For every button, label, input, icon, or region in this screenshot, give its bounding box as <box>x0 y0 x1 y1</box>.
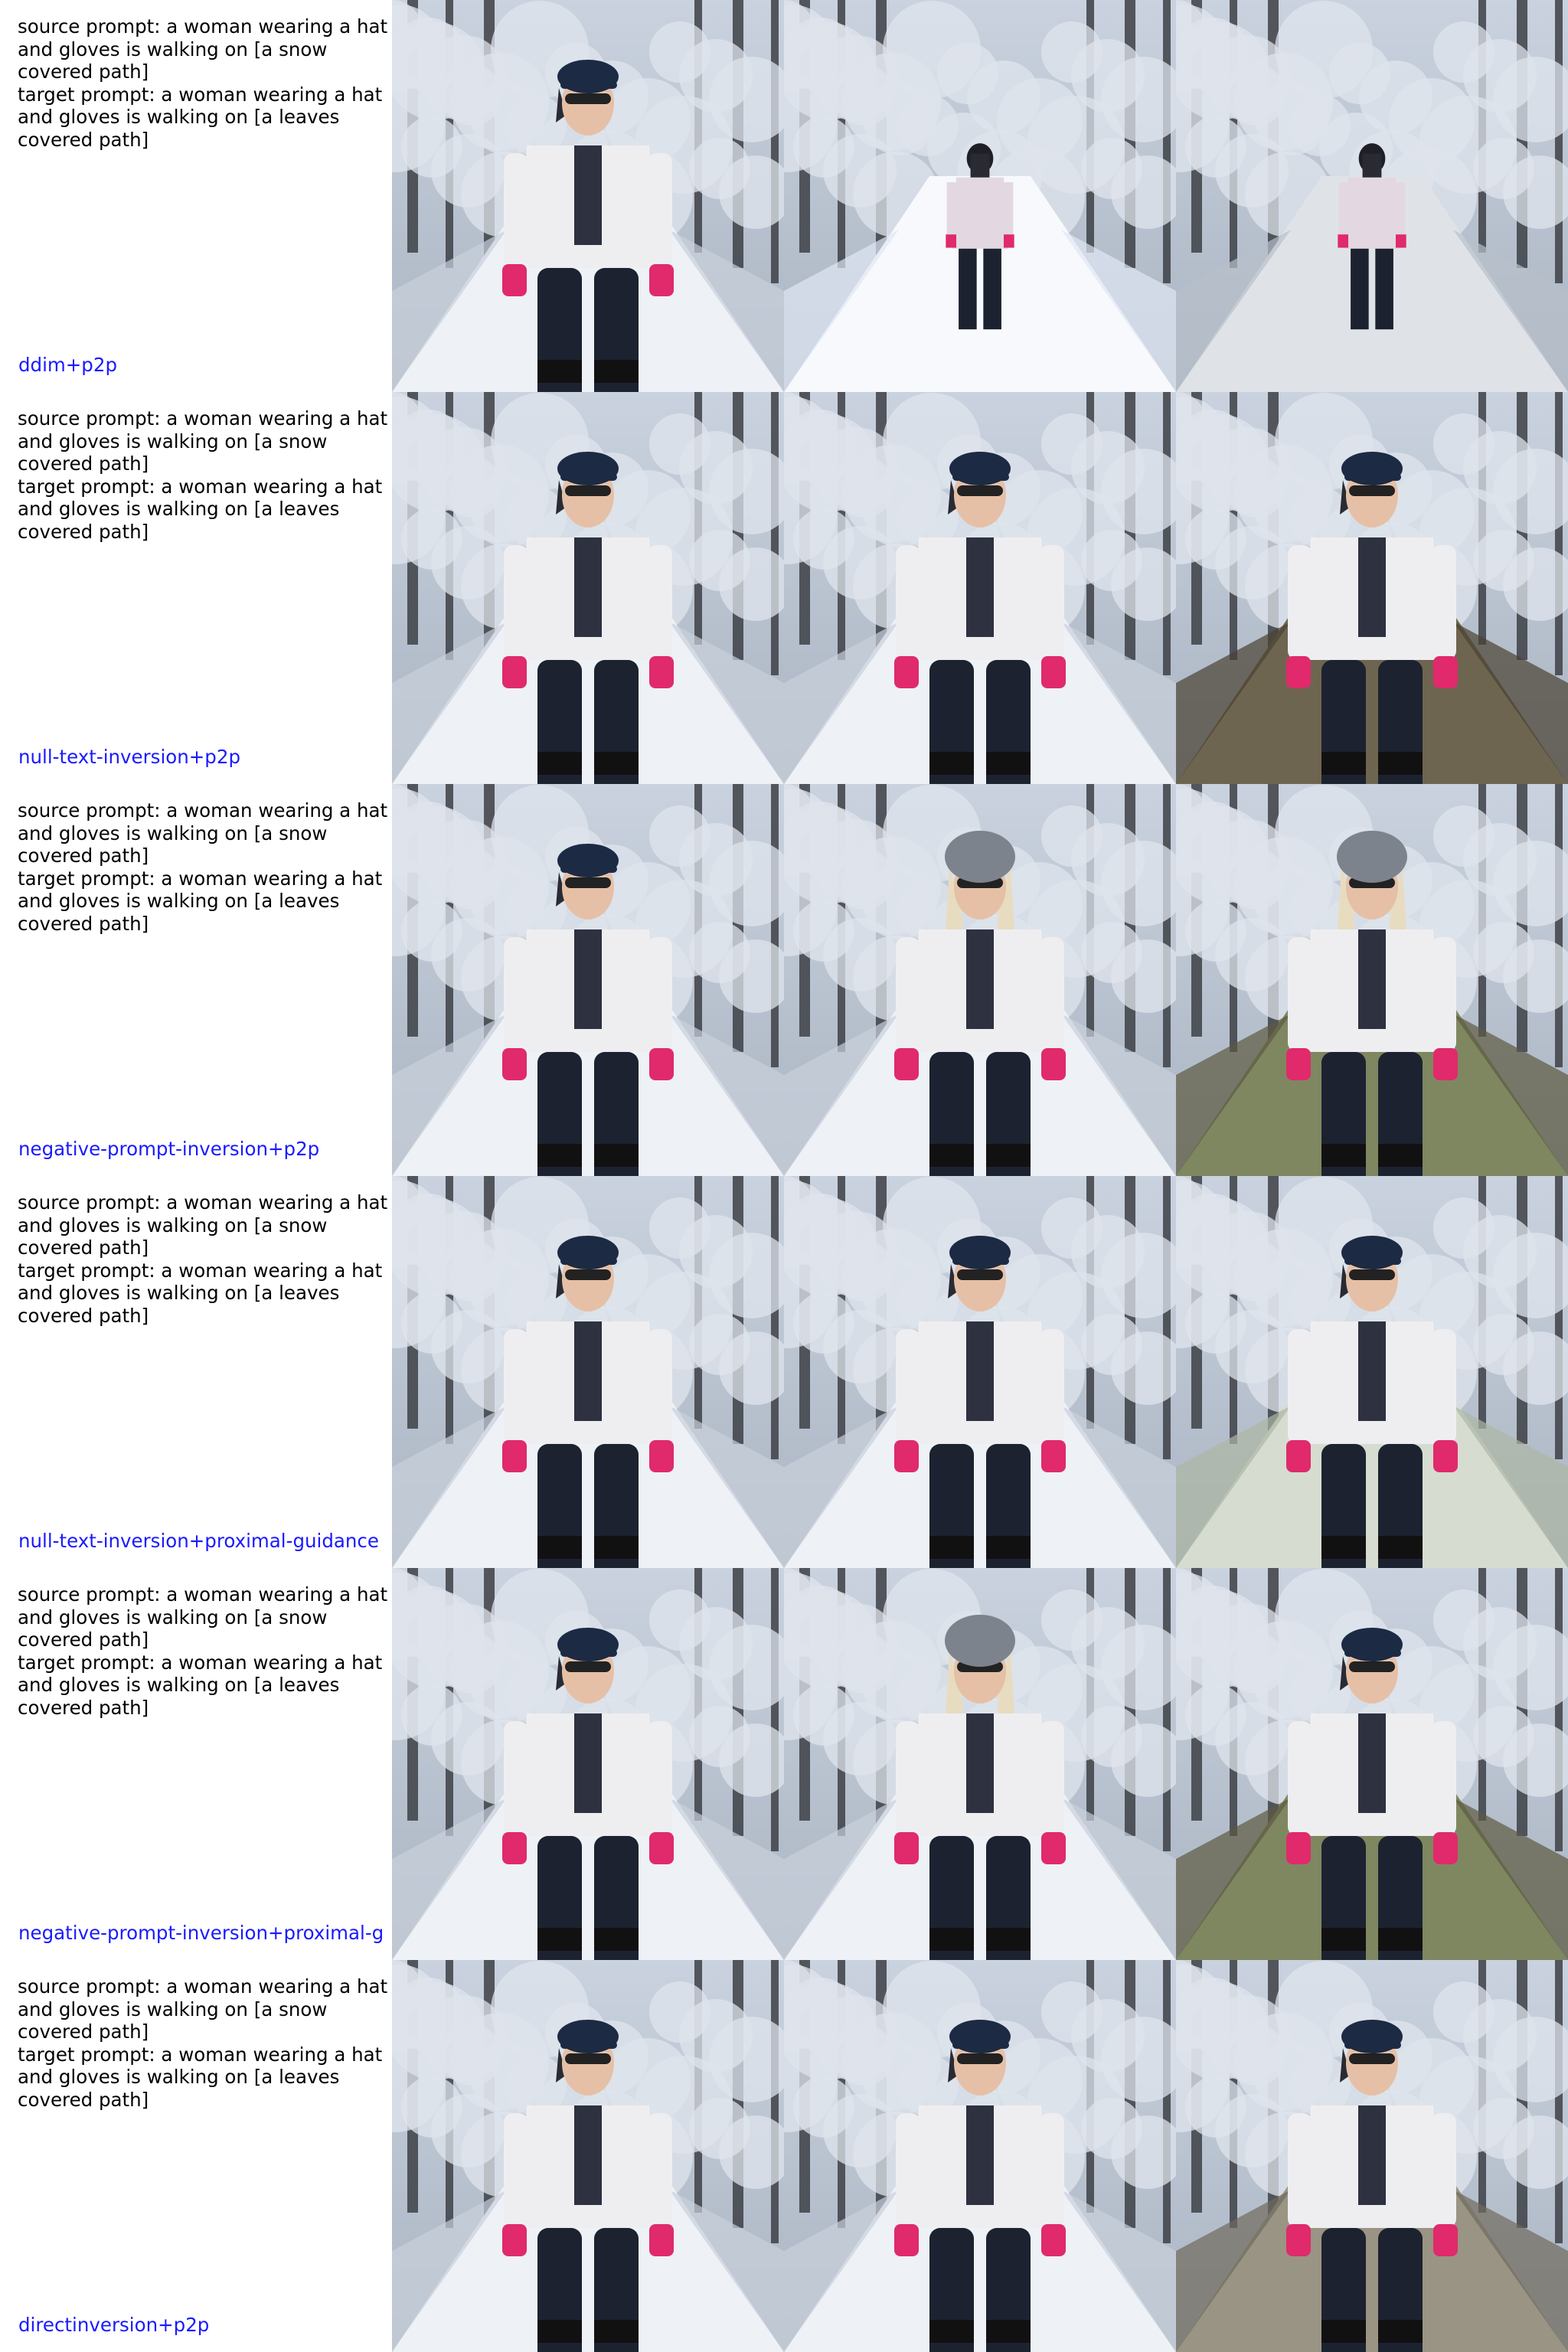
method-label: null-text-inversion+proximal-guidance <box>18 1530 379 1552</box>
prompt-label-cell: source prompt: a woman wearing a hat and… <box>0 0 392 392</box>
reconstruction <box>784 1960 1176 2352</box>
method-label: null-text-inversion+p2p <box>18 746 240 768</box>
reconstruction <box>784 0 1176 392</box>
prompt-text: source prompt: a woman wearing a hat and… <box>18 15 392 151</box>
source-image <box>392 1176 784 1568</box>
figure-row: source prompt: a woman wearing a hat and… <box>0 392 1568 784</box>
reconstruction <box>784 1568 1176 1960</box>
source-prompt: source prompt: a woman wearing a hat and… <box>18 799 388 867</box>
method-label: ddim+p2p <box>18 354 117 376</box>
prompt-text: source prompt: a woman wearing a hat and… <box>18 1191 392 1327</box>
method-label: negative-prompt-inversion+proximal-g <box>18 1922 384 1944</box>
prompt-text: source prompt: a woman wearing a hat and… <box>18 1975 392 2111</box>
target-prompt: target prompt: a woman wearing a hat and… <box>18 867 383 935</box>
figure-row: source prompt: a woman wearing a hat and… <box>0 1960 1568 2352</box>
target-prompt: target prompt: a woman wearing a hat and… <box>18 83 383 151</box>
source-image <box>392 784 784 1176</box>
prompt-label-cell: source prompt: a woman wearing a hat and… <box>0 1960 392 2352</box>
source-image <box>392 1568 784 1960</box>
edited-image <box>1176 784 1568 1176</box>
edited-image <box>1176 1176 1568 1568</box>
figure-row: source prompt: a woman wearing a hat and… <box>0 1176 1568 1568</box>
reconstruction <box>784 1176 1176 1568</box>
method-label: directinversion+p2p <box>18 2314 210 2336</box>
prompt-label-cell: source prompt: a woman wearing a hat and… <box>0 1568 392 1960</box>
source-prompt: source prompt: a woman wearing a hat and… <box>18 407 388 475</box>
method-label: negative-prompt-inversion+p2p <box>18 1138 320 1160</box>
prompt-label-cell: source prompt: a woman wearing a hat and… <box>0 392 392 784</box>
edited-image <box>1176 0 1568 392</box>
prompt-label-cell: source prompt: a woman wearing a hat and… <box>0 1176 392 1568</box>
source-image <box>392 392 784 784</box>
prompt-text: source prompt: a woman wearing a hat and… <box>18 407 392 543</box>
figure-row: source prompt: a woman wearing a hat and… <box>0 784 1568 1176</box>
target-prompt: target prompt: a woman wearing a hat and… <box>18 2043 383 2111</box>
source-image <box>392 1960 784 2352</box>
source-prompt: source prompt: a woman wearing a hat and… <box>18 1191 388 1259</box>
edited-image <box>1176 1960 1568 2352</box>
source-prompt: source prompt: a woman wearing a hat and… <box>18 1583 388 1651</box>
figure-row: source prompt: a woman wearing a hat and… <box>0 1568 1568 1960</box>
prompt-text: source prompt: a woman wearing a hat and… <box>18 1583 392 1719</box>
edited-image <box>1176 392 1568 784</box>
source-prompt: source prompt: a woman wearing a hat and… <box>18 1975 388 2043</box>
source-image <box>392 0 784 392</box>
target-prompt: target prompt: a woman wearing a hat and… <box>18 475 383 543</box>
reconstruction <box>784 392 1176 784</box>
source-prompt: source prompt: a woman wearing a hat and… <box>18 15 388 83</box>
prompt-text: source prompt: a woman wearing a hat and… <box>18 799 392 935</box>
prompt-label-cell: source prompt: a woman wearing a hat and… <box>0 784 392 1176</box>
figure-row: source prompt: a woman wearing a hat and… <box>0 0 1568 392</box>
target-prompt: target prompt: a woman wearing a hat and… <box>18 1651 383 1719</box>
target-prompt: target prompt: a woman wearing a hat and… <box>18 1259 383 1327</box>
edited-image <box>1176 1568 1568 1960</box>
reconstruction <box>784 784 1176 1176</box>
